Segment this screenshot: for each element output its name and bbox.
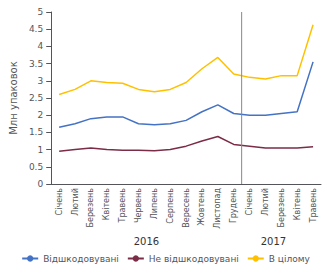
- svg-text:Квітень: Квітень: [102, 188, 111, 220]
- svg-text:3: 3: [37, 76, 43, 86]
- svg-text:Вересень: Вересень: [182, 188, 191, 228]
- svg-text:2017: 2017: [261, 236, 286, 247]
- svg-text:Травень: Травень: [309, 188, 318, 224]
- svg-text:Грудень: Грудень: [229, 188, 238, 223]
- svg-text:5: 5: [37, 7, 43, 17]
- svg-text:Серпень: Серпень: [166, 188, 175, 224]
- svg-text:1.5: 1.5: [29, 127, 43, 137]
- svg-text:4.5: 4.5: [29, 24, 43, 34]
- svg-text:4: 4: [37, 41, 43, 51]
- svg-text:Відшкодовувані: Відшкодовувані: [43, 254, 119, 264]
- svg-text:2.5: 2.5: [29, 93, 43, 103]
- svg-text:Млн упаковок: Млн упаковок: [8, 61, 19, 135]
- svg-text:3.5: 3.5: [29, 59, 43, 69]
- svg-text:Червень: Червень: [134, 188, 143, 223]
- svg-text:2: 2: [37, 110, 43, 120]
- svg-text:Липень: Липень: [150, 188, 159, 220]
- svg-text:Березень: Березень: [86, 188, 95, 228]
- svg-text:Жовтень: Жовтень: [197, 188, 206, 226]
- svg-text:Січень: Січень: [245, 188, 254, 216]
- svg-text:1: 1: [37, 145, 43, 155]
- svg-text:Лютий: Лютий: [71, 188, 80, 216]
- svg-text:Березень: Березень: [277, 188, 286, 228]
- svg-text:0: 0: [37, 179, 43, 189]
- svg-text:Травень: Травень: [118, 188, 127, 224]
- svg-text:0.5: 0.5: [29, 162, 43, 172]
- svg-text:Не відшкодовувані: Не відшкодовувані: [149, 254, 239, 264]
- svg-text:Січень: Січень: [55, 188, 64, 216]
- svg-text:Квітень: Квітень: [293, 188, 302, 220]
- svg-text:Лютий: Лютий: [261, 188, 270, 216]
- svg-text:В цілому: В цілому: [269, 254, 311, 264]
- svg-text:Листопад: Листопад: [213, 188, 222, 229]
- svg-text:2016: 2016: [134, 236, 159, 247]
